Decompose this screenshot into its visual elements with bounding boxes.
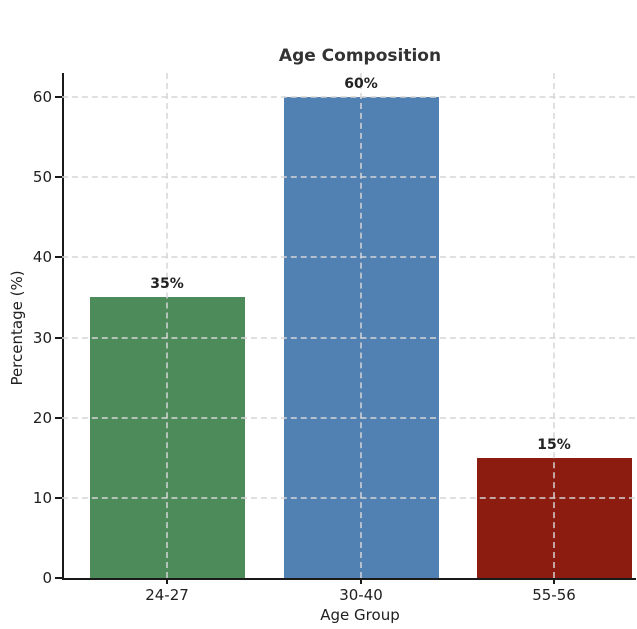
y-tick-label-0: 0 — [42, 569, 52, 587]
gridline-h-40 — [62, 256, 635, 259]
y-tick-20 — [55, 416, 63, 419]
chart-title: Age Composition — [278, 46, 442, 66]
value-label-24-27: 35% — [150, 276, 184, 293]
gridline-h-10 — [62, 496, 635, 499]
y-tick-label-60: 60 — [32, 88, 52, 107]
gridline-h-60 — [62, 96, 635, 99]
x-axis-label: Age Group — [320, 606, 400, 624]
x-axis-spine — [62, 578, 636, 580]
y-tick-40 — [55, 256, 63, 259]
x-tick-30-40 — [360, 578, 362, 584]
y-tick-50 — [55, 176, 63, 179]
gridline-v-24-27 — [166, 73, 168, 578]
gridline-v-30-40 — [360, 73, 362, 578]
y-tick-30 — [55, 336, 63, 339]
gridline-h-30 — [62, 336, 635, 339]
gridline-h-50 — [62, 176, 635, 179]
y-tick-label-10: 10 — [32, 488, 52, 507]
y-tick-label-30: 30 — [32, 328, 52, 347]
y-tick-label-20: 20 — [32, 408, 52, 427]
x-tick-24-27 — [166, 578, 168, 584]
y-tick-60 — [55, 96, 63, 99]
x-tick-label-55-56: 55-56 — [532, 586, 576, 604]
y-tick-10 — [55, 496, 63, 499]
x-tick-label-24-27: 24-27 — [145, 586, 189, 604]
y-tick-0 — [55, 577, 63, 579]
value-label-55-56: 15% — [537, 436, 571, 453]
x-tick-55-56 — [553, 578, 555, 584]
y-axis-spine — [62, 73, 64, 580]
y-tick-label-40: 40 — [32, 248, 52, 267]
gridline-h-20 — [62, 416, 635, 419]
value-label-30-40: 60% — [344, 76, 378, 93]
gridline-v-55-56 — [553, 73, 555, 578]
y-tick-label-50: 50 — [32, 168, 52, 187]
x-tick-label-30-40: 30-40 — [339, 586, 383, 604]
